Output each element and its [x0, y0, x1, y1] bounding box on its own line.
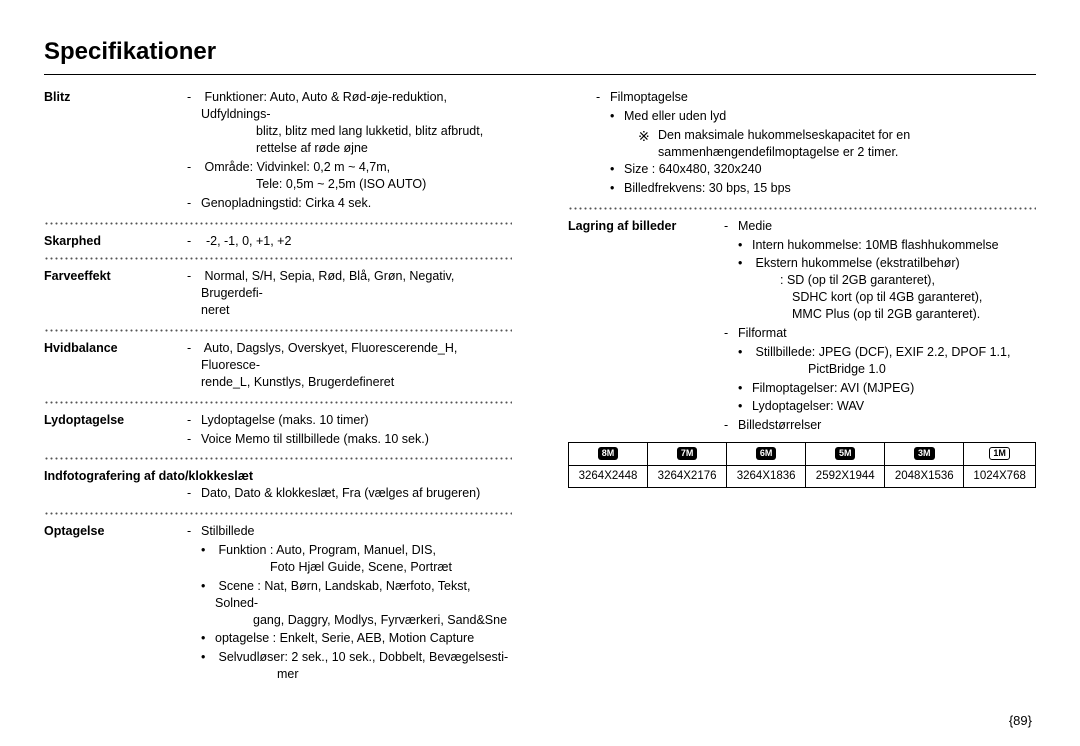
divider	[568, 202, 1036, 212]
page-number: {89}	[1009, 712, 1032, 730]
lag-bullet: Ekstern hukommelse (ekstratilbehør) : SD…	[724, 255, 1036, 323]
note: ※ Den maksimale hukommelseskapacitet for…	[596, 127, 1036, 161]
blitz-line: Område: Vidvinkel: 0,2 m ~ 4,7m, Tele: 0…	[187, 159, 512, 193]
farve-line: Normal, S/H, Sepia, Rød, Blå, Grøn, Nega…	[187, 268, 512, 319]
title-rule	[44, 74, 1036, 75]
table-cell: 3264X2448	[569, 465, 648, 488]
right-column: Filmoptagelse Med eller uden lyd ※ Den m…	[568, 89, 1036, 685]
divider	[44, 507, 512, 517]
spec-lagring: Lagring af billeder Medie Intern hukomme…	[568, 218, 1036, 437]
label-lydoptagelse: Lydoptagelse	[44, 412, 187, 450]
label-skarphed: Skarphed	[44, 233, 187, 250]
opt-bullet: optagelse : Enkelt, Serie, AEB, Motion C…	[187, 630, 512, 647]
page: Specifikationer Blitz Funktioner: Auto, …	[0, 0, 1080, 746]
opt-line: Stilbillede	[187, 523, 512, 540]
note-text: Den maksimale hukommelseskapacitet for e…	[658, 127, 1036, 161]
label-farveeffekt: Farveeffekt	[44, 268, 187, 321]
opt-bullet: Selvudløser: 2 sek., 10 sek., Dobbelt, B…	[187, 649, 512, 683]
spec-filmoptagelse: Filmoptagelse Med eller uden lyd ※ Den m…	[568, 89, 1036, 198]
value-dato: Dato, Dato & klokkeslæt, Fra (vælges af …	[187, 485, 512, 504]
divider	[44, 452, 512, 462]
divider	[44, 217, 512, 227]
left-column: Blitz Funktioner: Auto, Auto & Rød-øje-r…	[44, 89, 512, 685]
lag-bullet: Filmoptagelser: AVI (MJPEG)	[724, 380, 1036, 397]
film-bullet: Size : 640x480, 320x240	[596, 161, 1036, 178]
value-lydoptagelse: Lydoptagelse (maks. 10 timer) Voice Memo…	[187, 412, 512, 450]
table-cell: 2048X1536	[885, 465, 964, 488]
table-head: 5M	[806, 443, 885, 466]
dato-line: Dato, Dato & klokkeslæt, Fra (vælges af …	[187, 485, 512, 502]
value-optagelse: Stilbillede Funktion : Auto, Program, Ma…	[187, 523, 512, 685]
opt-bullet: Funktion : Auto, Program, Manuel, DIS, F…	[187, 542, 512, 576]
value-hvidbalance: Auto, Dagslys, Overskyet, Fluorescerende…	[187, 340, 512, 393]
label-hvidbalance: Hvidbalance	[44, 340, 187, 393]
table-cell: 1024X768	[964, 465, 1036, 488]
table-row: 8M 7M 6M 5M 3M 1M	[569, 443, 1036, 466]
columns: Blitz Funktioner: Auto, Auto & Rød-øje-r…	[44, 89, 1036, 685]
spec-farveeffekt: Farveeffekt Normal, S/H, Sepia, Rød, Blå…	[44, 268, 512, 321]
lyd-line: Voice Memo til stillbillede (maks. 10 se…	[187, 431, 512, 448]
blitz-line: Funktioner: Auto, Auto & Rød-øje-redukti…	[187, 89, 512, 157]
film-line: Filmoptagelse	[596, 89, 1036, 106]
value-farveeffekt: Normal, S/H, Sepia, Rød, Blå, Grøn, Nega…	[187, 268, 512, 321]
page-title: Specifikationer	[44, 36, 1036, 68]
note-icon: ※	[638, 127, 658, 161]
table-cell: 2592X1944	[806, 465, 885, 488]
table-head: 7M	[648, 443, 727, 466]
table-cell: 3264X2176	[648, 465, 727, 488]
table-head: 1M	[964, 443, 1036, 466]
lyd-line: Lydoptagelse (maks. 10 timer)	[187, 412, 512, 429]
spec-blitz: Blitz Funktioner: Auto, Auto & Rød-øje-r…	[44, 89, 512, 213]
value-blitz: Funktioner: Auto, Auto & Rød-øje-redukti…	[187, 89, 512, 213]
lag-line: Billedstørrelser	[724, 417, 1036, 434]
lag-line: Filformat	[724, 325, 1036, 342]
blitz-line: Genopladningstid: Cirka 4 sek.	[187, 195, 512, 212]
film-bullet: Billedfrekvens: 30 bps, 15 bps	[596, 180, 1036, 197]
spec-dato: Indfotografering af dato/klokkeslæt Dato…	[44, 468, 512, 504]
lag-line: Medie	[724, 218, 1036, 235]
lag-bullet: Stillbillede: JPEG (DCF), EXIF 2.2, DPOF…	[724, 344, 1036, 378]
lag-bullet: Intern hukommelse: 10MB flashhukommelse	[724, 237, 1036, 254]
film-bullet: Med eller uden lyd	[596, 108, 1036, 125]
value-filmoptagelse: Filmoptagelse Med eller uden lyd ※ Den m…	[596, 89, 1036, 198]
label-dato: Indfotografering af dato/klokkeslæt	[44, 468, 512, 485]
divider	[44, 324, 512, 334]
label-lagring: Lagring af billeder	[568, 218, 724, 437]
table-row: 3264X2448 3264X2176 3264X1836 2592X1944 …	[569, 465, 1036, 488]
spec-hvidbalance: Hvidbalance Auto, Dagslys, Overskyet, Fl…	[44, 340, 512, 393]
opt-bullet: Scene : Nat, Børn, Landskab, Nærfoto, Te…	[187, 578, 512, 629]
lag-bullet: Lydoptagelser: WAV	[724, 398, 1036, 415]
divider	[44, 252, 512, 262]
spec-optagelse: Optagelse Stilbillede Funktion : Auto, P…	[44, 523, 512, 685]
label-optagelse: Optagelse	[44, 523, 187, 685]
hvid-line: Auto, Dagslys, Overskyet, Fluorescerende…	[187, 340, 512, 391]
label-blitz: Blitz	[44, 89, 187, 213]
table-cell: 3264X1836	[727, 465, 806, 488]
sizes-table: 8M 7M 6M 5M 3M 1M 3264X2448 3264X2176 32…	[568, 442, 1036, 488]
table-head: 6M	[727, 443, 806, 466]
value-skarphed: - -2, -1, 0, +1, +2	[187, 233, 512, 250]
value-lagring: Medie Intern hukommelse: 10MB flashhukom…	[724, 218, 1036, 437]
table-head: 8M	[569, 443, 648, 466]
divider	[44, 396, 512, 406]
table-head: 3M	[885, 443, 964, 466]
spec-lydoptagelse: Lydoptagelse Lydoptagelse (maks. 10 time…	[44, 412, 512, 450]
spec-skarphed: Skarphed - -2, -1, 0, +1, +2	[44, 233, 512, 250]
